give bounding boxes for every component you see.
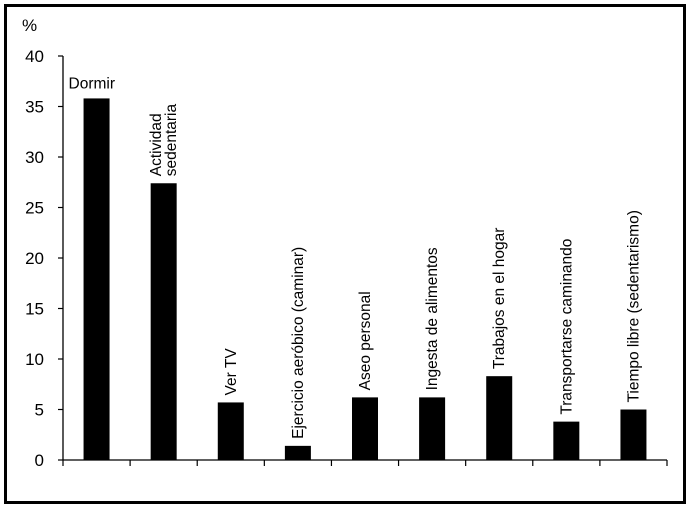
bar-label: Ejercicio aeróbico (caminar): [290, 247, 307, 439]
y-tick-label: 10: [25, 350, 44, 369]
y-tick-label: 30: [25, 148, 44, 167]
y-tick-label: 25: [25, 199, 44, 218]
y-tick-label: 20: [25, 249, 44, 268]
bar: [620, 409, 647, 460]
bar-label: Dormir: [69, 75, 116, 92]
bar: [150, 183, 177, 460]
bar-label: Transportarse caminando: [558, 239, 575, 415]
bar-label: Ingesta de alimentos: [424, 247, 441, 390]
chart-frame: [4, 4, 686, 504]
bar: [284, 445, 311, 460]
bars: [83, 98, 647, 461]
y-tick-label: 40: [25, 47, 44, 66]
y-tick-label: 5: [35, 401, 44, 420]
bar-label: Actividad: [148, 113, 165, 176]
y-tick-label: 15: [25, 300, 44, 319]
bar-label: Tiempo libre (sedentarismo): [625, 210, 642, 402]
bar: [419, 397, 446, 460]
y-tick-label: 35: [25, 98, 44, 117]
y-axis-unit-label: %: [22, 16, 37, 35]
bar-label: Aseo personal: [357, 291, 374, 390]
y-tick-label: 0: [35, 451, 44, 470]
bar: [83, 98, 110, 461]
bar: [352, 397, 378, 460]
bar: [486, 376, 513, 460]
bar: [553, 421, 580, 460]
bar-label: sedentaria: [163, 103, 180, 176]
bar: [217, 402, 244, 460]
bar-label: Ver TV: [223, 348, 240, 396]
bar-label: Trabajos en el hogar: [491, 228, 508, 370]
